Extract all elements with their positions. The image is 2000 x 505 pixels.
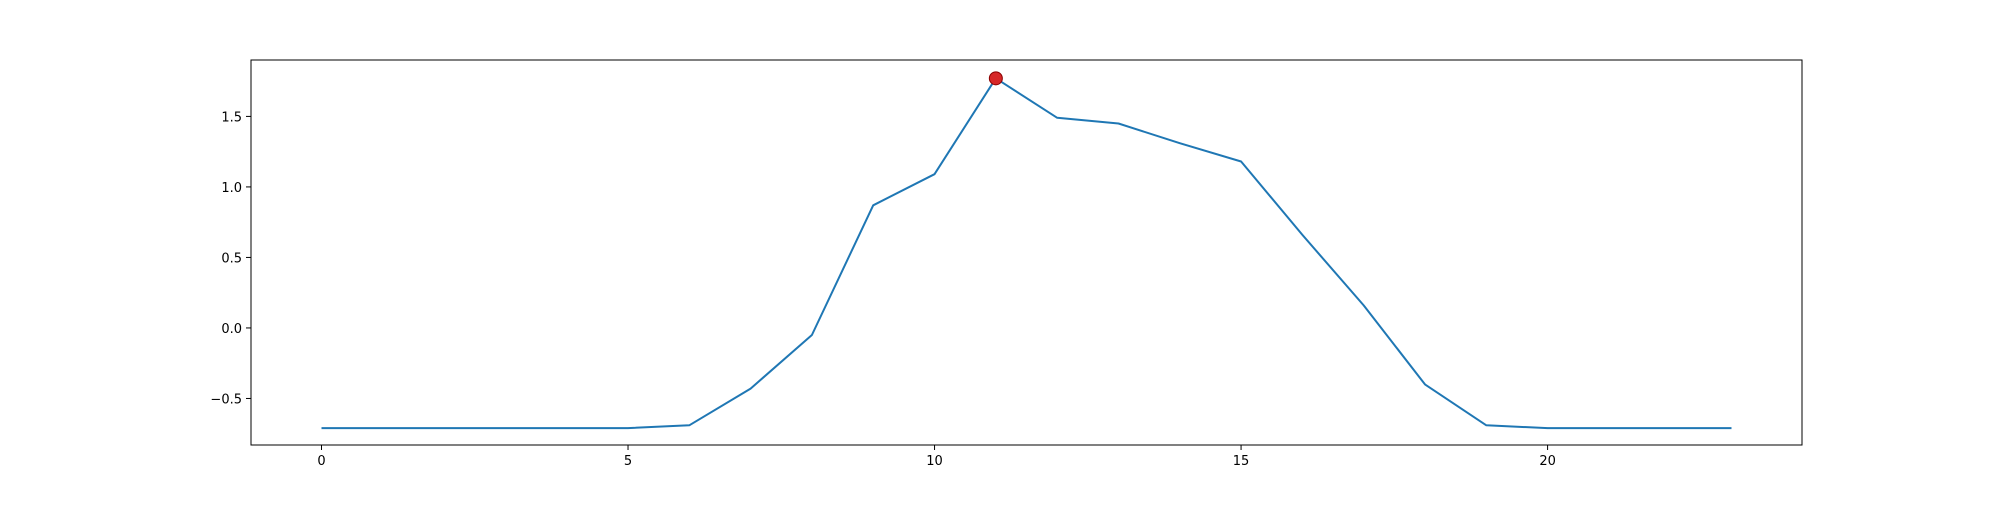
x-tick-label: 10 bbox=[926, 454, 943, 469]
x-tick-label: 0 bbox=[317, 454, 325, 469]
series-line-0 bbox=[321, 77, 1732, 430]
x-tick-label: 5 bbox=[624, 454, 632, 469]
y-tick-label: 0.0 bbox=[221, 322, 242, 337]
y-tick-label: 1.0 bbox=[221, 181, 242, 196]
x-tick-label: 15 bbox=[1233, 454, 1250, 469]
y-tick-label: 1.5 bbox=[221, 110, 242, 125]
peak-marker bbox=[988, 71, 1003, 86]
y-tick-label: 0.5 bbox=[221, 251, 242, 266]
axes-frame bbox=[250, 59, 1803, 446]
x-tick-label: 20 bbox=[1539, 454, 1556, 469]
y-tick-label: −0.5 bbox=[210, 392, 242, 407]
